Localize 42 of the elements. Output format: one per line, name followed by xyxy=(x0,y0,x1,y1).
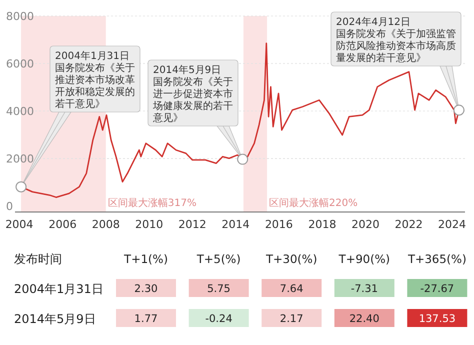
x-tick-label: 2022 xyxy=(394,218,423,231)
y-axis-title: 发布时间 xyxy=(14,252,62,266)
x-tick-label: 2018 xyxy=(308,218,336,231)
data-label: -7.31 xyxy=(350,283,378,295)
data-label: 5.75 xyxy=(207,283,230,295)
data-label: -27.67 xyxy=(420,283,454,295)
annotation: 国务院发布《关于进一步促进资本市场健康发展的若干意见》 xyxy=(152,76,233,124)
annotation: 2004年1月31日 xyxy=(55,50,130,62)
x-tick-label: 2024 xyxy=(438,218,466,231)
x-tick-label: 2008 xyxy=(92,218,120,231)
data-label: 1.77 xyxy=(134,313,158,325)
band-label: 区间最大涨幅220% xyxy=(269,197,358,209)
y-tick-label: 2004年1月31日 xyxy=(14,282,104,296)
y-tick-label: 2000 xyxy=(6,152,34,166)
x-tick-label: 2014 xyxy=(222,218,250,231)
x-tick-label: T+30(%) xyxy=(265,252,318,266)
x-tick-label: 2020 xyxy=(351,218,380,231)
data-label: -0.24 xyxy=(205,313,233,325)
x-tick-label: 2010 xyxy=(135,218,164,231)
x-tick-label: T+1(%) xyxy=(123,252,168,266)
annotation: 2024年4月12日 xyxy=(336,16,411,28)
data-label: 2.30 xyxy=(134,283,158,295)
x-tick-label: T+5(%) xyxy=(196,252,241,266)
y-tick-label: 0 xyxy=(6,200,13,214)
x-tick-label: T+90(%) xyxy=(338,252,390,266)
data-label: 7.64 xyxy=(280,283,304,295)
y-tick-label: 4000 xyxy=(6,105,34,118)
y-tick-label: 8000 xyxy=(6,10,34,23)
data-label: 2.17 xyxy=(280,313,304,325)
x-tick-label: 2006 xyxy=(48,218,77,231)
data-label: 22.40 xyxy=(349,313,380,325)
y-tick-label: 2014年5月9日 xyxy=(14,312,96,326)
annotation: 国务院发布《关于推进资本市场改革开放和稳定发展的若干意见》 xyxy=(55,62,135,110)
data-label: 137.53 xyxy=(418,313,456,325)
x-tick-label: 2016 xyxy=(264,218,293,231)
band-label: 区间最大涨幅317% xyxy=(108,197,196,209)
x-tick-label: 2004 xyxy=(5,218,34,231)
annotation: 2014年5月9日 xyxy=(153,64,222,76)
annotation: 国务院发布《关于加强监管防范风险推动资本市场高质量发展的若干意见》 xyxy=(336,28,456,64)
x-tick-label: T+365(%) xyxy=(406,252,466,266)
y-tick-label: 6000 xyxy=(6,58,34,71)
x-tick-label: 2012 xyxy=(178,218,206,231)
